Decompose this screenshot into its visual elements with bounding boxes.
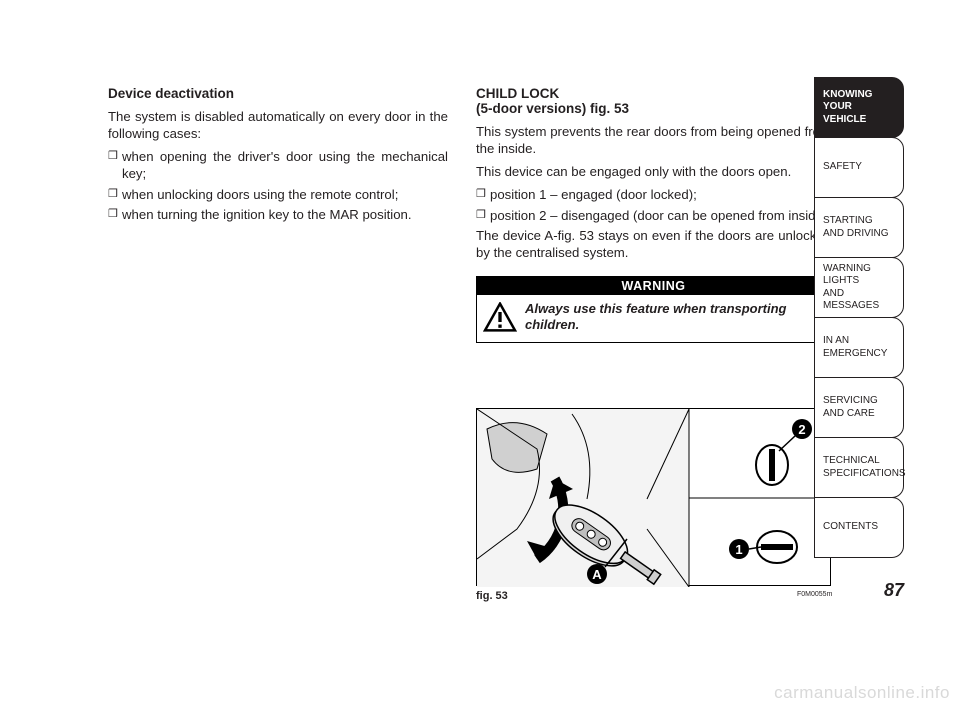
tab-safety[interactable]: SAFETY <box>814 137 904 198</box>
tab-warning-lights[interactable]: WARNING LIGHTS AND MESSAGES <box>814 257 904 318</box>
tab-label: AND CARE <box>823 408 903 421</box>
tab-label: SERVICING <box>823 395 903 408</box>
manual-page: Device deactivation The system is disabl… <box>0 0 960 709</box>
tab-label: SAFETY <box>823 161 903 174</box>
tab-technical[interactable]: TECHNICAL SPECIFICATIONS <box>814 437 904 498</box>
deactivation-item-1: when opening the driver's door using the… <box>108 149 448 183</box>
warning-box: WARNING Always use this feature when tra… <box>476 276 831 343</box>
tab-label: CONTENTS <box>823 521 903 534</box>
watermark: carmanualsonline.info <box>774 683 950 703</box>
warning-body: Always use this feature when transportin… <box>477 295 830 342</box>
tab-label: AND DRIVING <box>823 228 903 241</box>
warning-text: Always use this feature when transportin… <box>525 301 820 334</box>
warning-header: WARNING <box>477 277 830 295</box>
device-deactivation-heading: Device deactivation <box>108 86 448 101</box>
tab-label: SPECIFICATIONS <box>823 468 903 481</box>
child-lock-figure: A 2 1 <box>476 408 831 586</box>
tab-knowing-vehicle[interactable]: KNOWING YOUR VEHICLE <box>814 77 904 138</box>
child-lock-item-1: position 1 – engaged (door locked); <box>476 187 831 204</box>
deactivation-item-2: when unlocking doors using the remote co… <box>108 187 448 204</box>
figure-caption: fig. 53 <box>476 590 508 602</box>
child-lock-para-2: This device can be engaged only with the… <box>476 164 831 181</box>
tab-label: WARNING LIGHTS <box>823 263 903 288</box>
tab-label: IN AN <box>823 335 903 348</box>
tab-label: YOUR <box>823 101 903 114</box>
device-deactivation-intro: The system is disabled automatically on … <box>108 109 448 143</box>
right-column: CHILD LOCK (5-door versions) fig. 53 Thi… <box>476 86 831 343</box>
child-lock-para-1: This system prevents the rear doors from… <box>476 124 831 158</box>
child-lock-heading-1: CHILD LOCK <box>476 86 831 101</box>
child-lock-para-3: The device A-fig. 53 stays on even if th… <box>476 228 831 262</box>
figure-label-a: A <box>592 567 602 582</box>
tab-label: TECHNICAL <box>823 455 903 468</box>
tab-label: VEHICLE <box>823 114 903 127</box>
tab-label: KNOWING <box>823 89 903 102</box>
deactivation-item-3: when turning the ignition key to the MAR… <box>108 207 448 224</box>
child-lock-svg: A 2 1 <box>477 409 832 587</box>
child-lock-heading-2: (5-door versions) fig. 53 <box>476 101 831 116</box>
figure-label-1: 1 <box>735 542 742 557</box>
tab-servicing[interactable]: SERVICING AND CARE <box>814 377 904 438</box>
child-lock-item-2: position 2 – disengaged (door can be ope… <box>476 208 831 225</box>
tab-label: EMERGENCY <box>823 348 903 361</box>
tab-label: STARTING <box>823 215 903 228</box>
side-tabs: KNOWING YOUR VEHICLE SAFETY STARTING AND… <box>814 78 904 558</box>
left-column: Device deactivation The system is disabl… <box>108 86 448 228</box>
tab-label: AND MESSAGES <box>823 288 903 313</box>
warning-triangle-icon <box>483 302 517 332</box>
figure-label-2: 2 <box>798 422 805 437</box>
tab-contents[interactable]: CONTENTS <box>814 497 904 558</box>
tab-starting-driving[interactable]: STARTING AND DRIVING <box>814 197 904 258</box>
tab-emergency[interactable]: IN AN EMERGENCY <box>814 317 904 378</box>
page-number: 87 <box>814 580 904 601</box>
